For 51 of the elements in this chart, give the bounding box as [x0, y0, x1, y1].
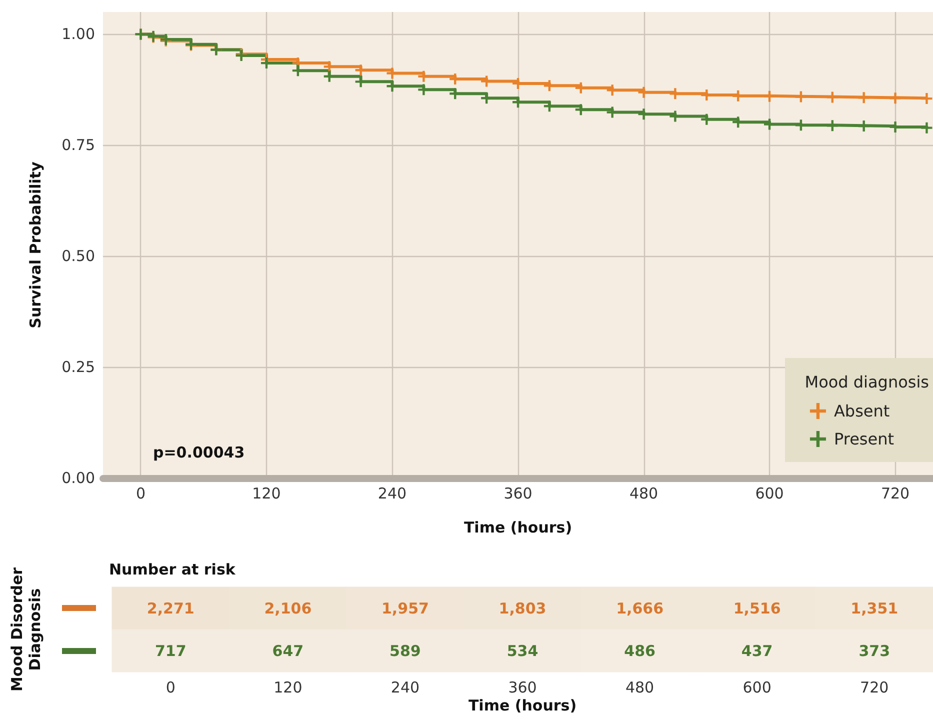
x-tick-label: 120: [252, 484, 281, 502]
x-tick-label: 480: [629, 484, 658, 502]
point: [795, 91, 806, 102]
data-label: 1,666: [616, 599, 664, 618]
legend-label: Present: [834, 430, 894, 448]
x-tick-label: 480: [625, 678, 654, 696]
data-label: 2,271: [146, 599, 194, 618]
point: [858, 92, 870, 104]
x-tick-label: 240: [378, 484, 407, 502]
data-label: 534: [506, 642, 538, 660]
x-tick-label: 720: [880, 484, 910, 502]
data-label: 437: [741, 642, 773, 660]
data-label: 589: [390, 642, 421, 660]
y-tick-label: 0.75: [62, 136, 95, 154]
x-tick-label: 600: [755, 484, 784, 502]
point: [858, 120, 870, 132]
data-label: 1,957: [381, 599, 429, 618]
legend-label: Absent: [834, 402, 890, 420]
data-label: 2,106: [264, 599, 312, 618]
y-tick-label: 0.25: [62, 358, 95, 376]
x-tick-label: 0: [136, 484, 146, 502]
data-label: 1,351: [850, 599, 898, 618]
chart-title: Number at risk: [109, 560, 236, 578]
point: [826, 120, 838, 132]
data-label: 717: [154, 642, 186, 660]
data-label: 1,803: [498, 599, 546, 618]
data-label: 486: [624, 642, 656, 660]
x-tick-label: 360: [508, 678, 537, 696]
y-tick-label: 0.00: [62, 469, 95, 487]
data-label: 1,516: [733, 599, 781, 618]
point: [921, 122, 932, 134]
x-tick-label: 720: [860, 678, 889, 696]
annotation: p=0.00043: [153, 444, 245, 462]
y-tick-label: 1.00: [62, 25, 95, 44]
data-label: 373: [858, 642, 890, 660]
data-label: 647: [272, 642, 304, 660]
x-tick-label: 0: [166, 678, 176, 696]
y-axis-title: Mood Disorder Diagnosis: [8, 566, 44, 692]
point: [764, 90, 776, 102]
x-axis-title: Time (hours): [468, 696, 577, 714]
point: [921, 93, 932, 104]
x-tick-label: 600: [742, 678, 772, 696]
x-tick-label: 240: [390, 678, 420, 696]
x-axis-title: Time (hours): [464, 518, 572, 536]
point: [826, 92, 838, 103]
point: [890, 92, 901, 104]
x-tick-label: 360: [504, 484, 532, 502]
x-tick-label: 120: [274, 678, 302, 696]
y-tick-label: 0.50: [62, 247, 95, 266]
legend-title: Mood diagnosis: [804, 372, 929, 392]
y-axis-title: Survival Probability: [26, 161, 44, 328]
